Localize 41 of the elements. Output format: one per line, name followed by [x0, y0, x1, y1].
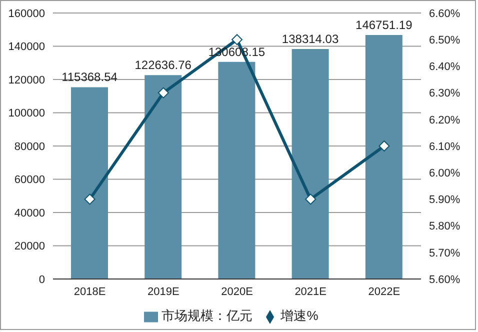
bar	[71, 87, 108, 279]
y2-tick-label: 5.60%	[429, 274, 460, 286]
y-tick-label: 140000	[8, 41, 45, 54]
point	[232, 34, 242, 46]
y-tick-label: 100000	[8, 108, 45, 120]
point	[158, 87, 169, 98]
data-label: 122636.76	[134, 58, 192, 72]
x-tick-label: 2022E	[368, 286, 400, 298]
x-tick-label: 2019E	[147, 286, 180, 298]
y-tick-label: 40000	[14, 207, 45, 220]
y2-tick-label: 6.20%	[429, 114, 460, 126]
y2-tick-label: 5.80%	[429, 220, 460, 233]
y-tick-label: 20000	[14, 240, 45, 253]
bar	[144, 75, 182, 279]
legend-label: 市场规模：亿元	[162, 308, 253, 323]
y-tick-label: 80000	[14, 140, 45, 153]
y2-tick-label: 6.60%	[429, 8, 460, 20]
y2-tick-label: 6.10%	[429, 140, 460, 153]
x-tick-label: 2018E	[74, 286, 106, 298]
y-tick-label: 160000	[8, 8, 45, 20]
y2-tick-label: 6.50%	[429, 34, 460, 47]
data-label: 115368.54	[62, 70, 118, 84]
point	[305, 194, 316, 205]
y2-tick-label: 5.70%	[429, 247, 460, 260]
point	[84, 194, 96, 205]
y2-tick-label: 6.30%	[429, 88, 460, 100]
x-tick-label: 2020E	[221, 286, 253, 298]
y-tick-label: 0	[38, 274, 45, 286]
bar	[292, 49, 329, 279]
point	[378, 140, 390, 152]
y2-tick-label: 6.40%	[429, 61, 460, 74]
x-tick-label: 2021E	[294, 286, 327, 298]
bar	[218, 62, 256, 279]
y2-tick-label: 6.00%	[429, 168, 460, 180]
y2-tick-label: 5.90%	[429, 194, 460, 206]
legend-label: 增速%	[280, 308, 318, 323]
bar	[365, 35, 402, 279]
y-tick-label: 60000	[14, 174, 45, 186]
data-label: 138314.03	[282, 32, 339, 46]
y-tick-label: 120000	[8, 74, 45, 86]
data-label: 146751.19	[356, 18, 413, 32]
